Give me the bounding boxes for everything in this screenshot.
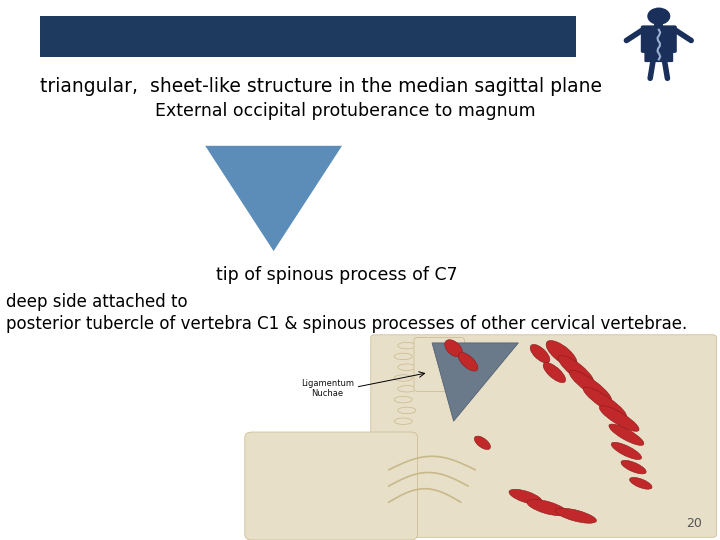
- Text: posterior tubercle of vertebra C1 & spinous processes of other cervical vertebra: posterior tubercle of vertebra C1 & spin…: [6, 315, 687, 333]
- Ellipse shape: [583, 387, 626, 417]
- Ellipse shape: [558, 355, 594, 384]
- Ellipse shape: [530, 345, 550, 363]
- Ellipse shape: [398, 364, 416, 370]
- Ellipse shape: [474, 436, 490, 449]
- Ellipse shape: [609, 424, 644, 446]
- Text: tip of spinous process of C7: tip of spinous process of C7: [216, 266, 458, 285]
- FancyBboxPatch shape: [414, 338, 464, 392]
- Ellipse shape: [629, 477, 652, 489]
- Circle shape: [647, 8, 670, 25]
- Ellipse shape: [395, 396, 413, 403]
- Text: Ligamentum
Nuchae: Ligamentum Nuchae: [301, 379, 354, 399]
- FancyBboxPatch shape: [371, 335, 716, 537]
- Ellipse shape: [543, 362, 566, 383]
- Ellipse shape: [395, 353, 413, 360]
- Ellipse shape: [546, 341, 577, 367]
- FancyBboxPatch shape: [641, 25, 677, 53]
- Text: Ligamentum nuchae: Ligamentum nuchae: [196, 27, 420, 46]
- Text: deep side attached to: deep side attached to: [6, 293, 187, 312]
- Ellipse shape: [458, 353, 478, 371]
- Polygon shape: [432, 343, 518, 421]
- Text: External occipital protuberance to magnum: External occipital protuberance to magnu…: [155, 102, 536, 120]
- Ellipse shape: [445, 340, 462, 357]
- Ellipse shape: [621, 460, 646, 474]
- Ellipse shape: [395, 418, 413, 424]
- Ellipse shape: [398, 386, 416, 392]
- Polygon shape: [205, 146, 342, 251]
- Bar: [654, 17, 663, 29]
- FancyBboxPatch shape: [245, 432, 418, 540]
- Ellipse shape: [509, 489, 542, 504]
- Ellipse shape: [395, 375, 413, 381]
- Text: triangular,  sheet-like structure in the median sagittal plane: triangular, sheet-like structure in the …: [40, 77, 602, 96]
- Text: 20: 20: [686, 517, 702, 530]
- Ellipse shape: [398, 407, 416, 414]
- FancyBboxPatch shape: [644, 50, 673, 62]
- Ellipse shape: [527, 500, 567, 516]
- Ellipse shape: [556, 508, 596, 523]
- Ellipse shape: [398, 342, 416, 349]
- Ellipse shape: [599, 406, 639, 431]
- Bar: [40, 16, 576, 57]
- Ellipse shape: [570, 370, 611, 402]
- Ellipse shape: [611, 442, 642, 460]
